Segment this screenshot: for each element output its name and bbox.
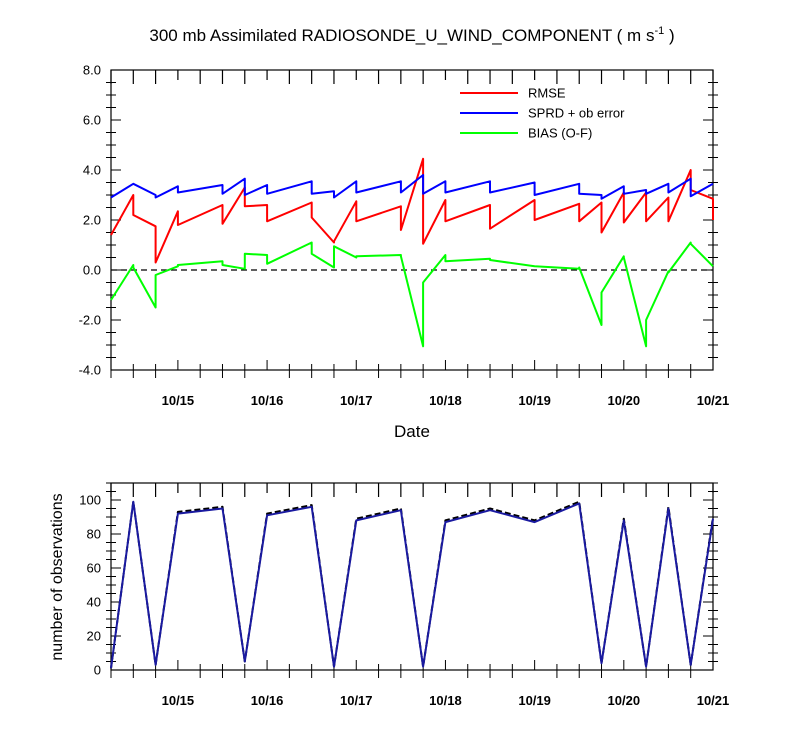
top-plot: -4.0-2.00.02.04.06.08.0 10/15 10/16 10/17 1… xyxy=(79,63,730,442)
top-x-tick-labels: 10/15 10/16 10/17 10/18 10/19 10/20 10/21 xyxy=(162,393,730,408)
series-line-bias-o-f xyxy=(110,241,714,348)
y-tick-label: -4.0 xyxy=(79,363,101,378)
series-line-rmse xyxy=(110,157,714,264)
legend-entry: BIAS (O-F) xyxy=(528,126,592,141)
legend-entry: SPRD + ob error xyxy=(528,106,625,121)
y-tick-label: 20 xyxy=(87,629,101,644)
x-tick-label: 10/15 xyxy=(162,693,195,708)
x-tick-label: 10/17 xyxy=(340,393,373,408)
legend: RMSE SPRD + ob error BIAS (O-F) xyxy=(460,86,625,141)
x-tick-label: 10/16 xyxy=(251,693,284,708)
x-tick-label: 10/21 xyxy=(697,393,730,408)
y-tick-label: -2.0 xyxy=(79,313,101,328)
y-tick-label: 8.0 xyxy=(83,63,101,78)
y-tick-label: 80 xyxy=(87,527,101,542)
y-tick-label: 0 xyxy=(94,663,101,678)
bottom-axis-ticks xyxy=(106,482,718,678)
bottom-series xyxy=(110,500,714,669)
bottom-y-tick-labels: 0 20 40 60 80 100 xyxy=(79,493,101,678)
x-tick-label: 10/19 xyxy=(518,393,551,408)
y-tick-label: 60 xyxy=(87,561,101,576)
y-tick-label: 4.0 xyxy=(83,163,101,178)
series-line-sprd-ob-error xyxy=(110,174,714,200)
y-tick-label: 2.0 xyxy=(83,213,101,228)
x-tick-label: 10/19 xyxy=(518,693,551,708)
top-axis-ticks xyxy=(106,69,718,378)
y-tick-label: 0.0 xyxy=(83,263,101,278)
x-axis-label: Date xyxy=(394,422,430,441)
x-tick-label: 10/21 xyxy=(697,693,730,708)
x-tick-label: 10/20 xyxy=(608,393,641,408)
x-tick-label: 10/16 xyxy=(251,393,284,408)
y-tick-label: 6.0 xyxy=(83,113,101,128)
x-tick-label: 10/18 xyxy=(429,693,462,708)
chart-title: 300 mb Assimilated RADIOSONDE_U_WIND_COM… xyxy=(149,25,674,45)
series-line-observations xyxy=(110,500,714,669)
y-tick-label: 40 xyxy=(87,595,101,610)
x-tick-label: 10/18 xyxy=(429,393,462,408)
legend-entry: RMSE xyxy=(528,86,566,101)
top-series xyxy=(110,157,714,348)
top-y-tick-labels: -4.0 -2.0 0.0 2.0 4.0 6.0 8.0 xyxy=(79,63,101,378)
x-tick-label: 10/17 xyxy=(340,693,373,708)
x-tick-label: 10/15 xyxy=(162,393,195,408)
x-tick-label: 10/20 xyxy=(608,693,641,708)
y-axis-label-observations: number of observations xyxy=(49,493,66,660)
y-tick-label: 100 xyxy=(79,493,101,508)
bottom-x-tick-labels: 10/15 10/16 10/17 10/18 10/19 10/20 10/21 xyxy=(162,693,730,708)
